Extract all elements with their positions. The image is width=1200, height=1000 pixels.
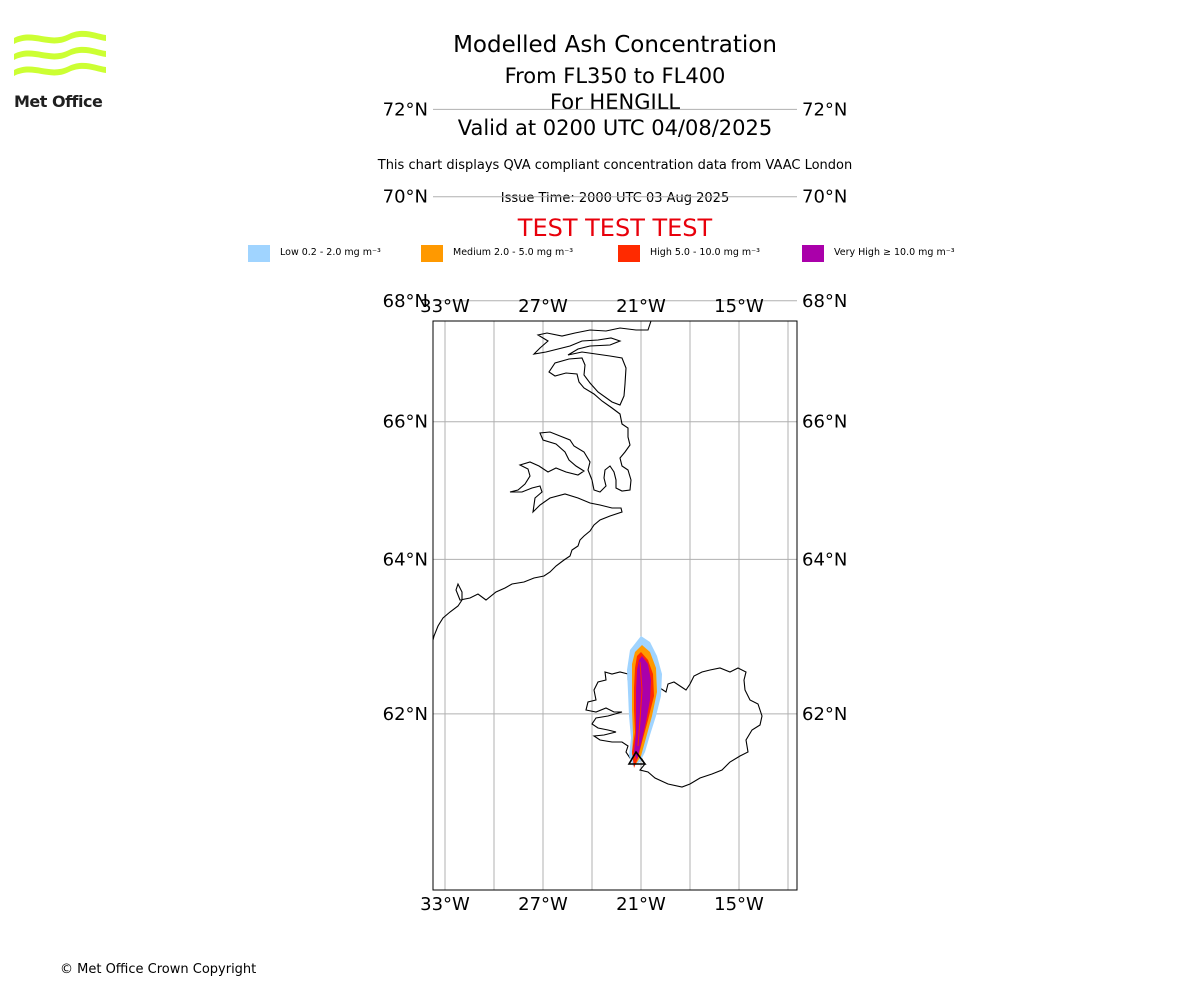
copyright-notice: © Met Office Crown Copyright [60,962,257,977]
graticule [433,108,797,890]
valid-time-line: Valid at 0200 UTC 04/08/2025 [457,116,773,140]
legend-swatch-high [618,245,640,262]
plume-very-high [634,656,651,760]
greenland-coastline [433,321,652,641]
lat-tick-label-right: 72°N [802,99,847,120]
lon-tick-label-bottom: 21°W [616,894,666,915]
legend-label-very-high: Very High ≥ 10.0 mg m⁻³ [834,247,955,258]
volcano-marker-icon [627,750,647,765]
legend-swatch-very-high [802,245,824,262]
lat-tick-label-left: 66°N [383,412,428,433]
lat-tick-label-right: 66°N [802,412,847,433]
ash-plume [627,636,662,768]
met-office-logo: Met Office [14,30,109,114]
legend-label-high: High 5.0 - 10.0 mg m⁻³ [650,247,760,258]
flight-level-range: From FL350 to FL400 [504,64,726,88]
axis-tick-labels: 33°W 33°W 27°W 27°W 21°W 21°W 15°W 15°W 72°N 72°N… [383,99,848,915]
chart-title: Modelled Ash Concentration [453,32,777,58]
lon-tick-label-bottom: 15°W [714,894,764,915]
lon-tick-label-bottom: 33°W [420,894,470,915]
legend-swatch-low [248,245,270,262]
lat-tick-label-left: 68°N [383,291,428,312]
lat-tick-label-left: 72°N [383,99,428,120]
lon-tick-label-top: 27°W [518,296,568,317]
lat-tick-label-right: 70°N [802,187,847,208]
lat-tick-label-right: 68°N [802,291,847,312]
map-frame [432,320,798,891]
lat-tick-label-left: 64°N [383,549,428,570]
volcano-name-line: For HENGILL [549,90,681,114]
lon-tick-label-top: 21°W [616,296,666,317]
lon-tick-label-top: 33°W [420,296,470,317]
lat-tick-label-left: 62°N [383,704,428,725]
legend-swatch-medium [421,245,443,262]
logo-text: Met Office [14,92,103,111]
lat-tick-label-left: 70°N [383,187,428,208]
test-banner: TEST TEST TEST [517,214,713,242]
lon-tick-label-top: 15°W [714,296,764,317]
qva-note: This chart displays QVA compliant concen… [377,158,853,173]
legend-label-low: Low 0.2 - 2.0 mg m⁻³ [280,247,381,258]
legend-label-medium: Medium 2.0 - 5.0 mg m⁻³ [453,247,574,258]
plume-inner-high-line [637,661,643,747]
iceland-coastline [585,667,763,788]
lon-tick-label-bottom: 27°W [518,894,568,915]
lat-tick-label-right: 62°N [802,704,847,725]
met-office-wave-logo-icon [14,30,106,76]
lat-tick-label-right: 64°N [802,549,847,570]
issue-time: Issue Time: 2000 UTC 03 Aug 2025 [500,191,730,206]
